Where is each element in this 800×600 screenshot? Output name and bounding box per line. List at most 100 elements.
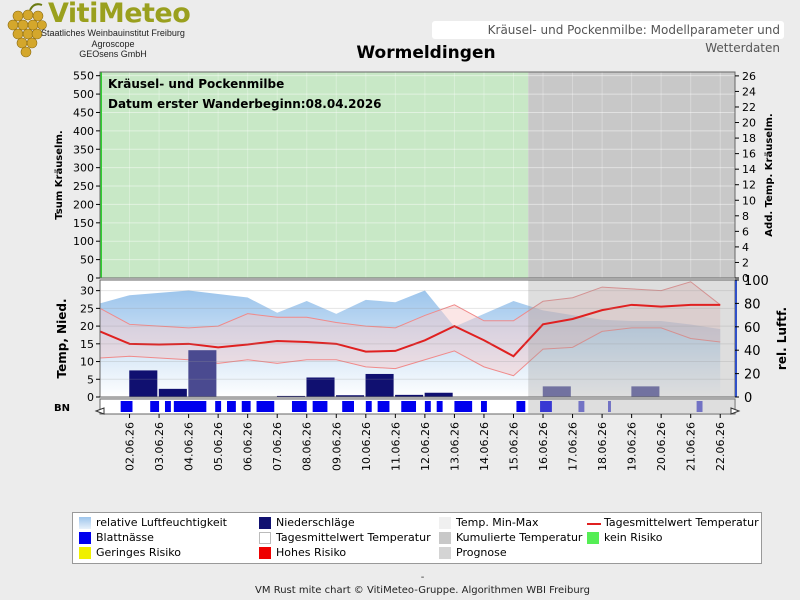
leaf-wetness-bar [424, 401, 431, 412]
middle-left-tick-label: 5 [87, 373, 94, 386]
top-left-tick-label: 200 [73, 198, 94, 211]
x-tick-label: 04.06.26 [183, 422, 196, 471]
legend-label: Blattnässe [96, 531, 154, 544]
legend-swatch [79, 532, 91, 544]
legend-label: Prognose [456, 546, 507, 559]
top-right-tick-label: 16 [742, 148, 756, 161]
legend: relative Luftfeuchtigkeit Niederschläge Te… [72, 512, 762, 564]
legend-swatch [587, 523, 601, 525]
legend-label: Niederschläge [276, 516, 355, 529]
leaf-wetness-bar [227, 401, 236, 412]
humidity-area [100, 290, 721, 397]
precipitation-bar [424, 392, 453, 397]
precipitation-bar [158, 388, 187, 397]
leaf-wetness-bar [436, 401, 443, 412]
top-ylabel-right: Add. Temp. Kräuselm. [764, 113, 775, 236]
legend-label: Geringes Risiko [96, 546, 182, 559]
x-tick-label: 16.06.26 [537, 422, 550, 471]
top-right-tick-label: 0 [742, 272, 749, 285]
top-right-tick-label: 22 [742, 101, 756, 114]
top-left-tick-label: 450 [73, 106, 94, 119]
grape-icon [7, 3, 47, 58]
top-right-tick-label: 10 [742, 194, 756, 207]
middle-left-tick-label: 0 [87, 391, 94, 404]
top-right-tick-label: 18 [742, 132, 756, 145]
footer-dash: - [420, 572, 425, 583]
leaf-wetness-bar [120, 401, 133, 412]
top-right-tick-label: 20 [742, 117, 756, 130]
x-tick-label: 19.06.26 [626, 422, 639, 471]
page-title: Wormeldingen [356, 43, 496, 63]
legend-swatch [439, 517, 451, 529]
middle-right-tick-label: 40 [744, 344, 761, 359]
footer-credit: VM Rust mite chart © VitiMeteo-Gruppe. A… [255, 585, 590, 596]
top-annotation-date: Datum erster Wanderbeginn:08.04.2026 [108, 97, 382, 111]
top-left-tick-label: 350 [73, 143, 94, 156]
precipitation-bar [336, 395, 365, 397]
precipitation-bar [542, 386, 571, 397]
legend-swatch [79, 547, 91, 559]
precipitation-bar [365, 373, 394, 397]
precipitation-bar [276, 395, 306, 397]
leaf-wetness-bar [173, 401, 207, 412]
legend-swatch [439, 547, 451, 559]
x-tick-label: 02.06.26 [124, 422, 137, 471]
middle-ylabel-right: rel. Luftf. [775, 307, 789, 370]
x-tick-label: 12.06.26 [419, 422, 432, 471]
leaf-wetness-bar [342, 401, 354, 412]
leaf-wetness-bar [241, 401, 251, 412]
middle-forecast-shade [528, 280, 735, 397]
middle-left-tick-label: 15 [80, 338, 94, 351]
top-left-tick-label: 0 [87, 272, 94, 285]
top-ylabel-left: Tsum Kräuselm. [54, 130, 65, 219]
legend-label: kein Risiko [604, 531, 663, 544]
chart-canvas: 0501001502002503003504004505005500246810… [54, 70, 789, 471]
precipitation-bar [188, 350, 217, 397]
logo-brand: VitiMeteo [48, 0, 191, 29]
precipitation-bar [631, 386, 660, 397]
middle-left-tick-label: 25 [80, 302, 94, 315]
leaf-wetness-bar [481, 401, 487, 412]
top-right-tick-label: 24 [742, 85, 756, 98]
middle-left-tick-label: 20 [80, 320, 94, 333]
x-tick-label: 10.06.26 [360, 422, 373, 471]
x-tick-label: 13.06.26 [448, 422, 461, 471]
bn-forecast-shade [528, 399, 735, 414]
middle-left-tick-label: 10 [80, 356, 94, 369]
leaf-wetness-bar [608, 401, 611, 412]
bn-label: BN [54, 403, 70, 414]
x-tick-label: 08.06.26 [301, 422, 314, 471]
legend-label: relative Luftfeuchtigkeit [96, 516, 227, 529]
leaf-wetness-bar [215, 401, 222, 412]
leaf-wetness-bar [578, 401, 585, 412]
leaf-wetness-bar [164, 401, 171, 412]
x-tick-label: 17.06.26 [567, 422, 580, 471]
status-period-0 [100, 72, 529, 278]
middle-right-tick-label: 20 [744, 368, 761, 383]
top-right-tick-label: 12 [742, 179, 756, 192]
x-tick-label: 05.06.26 [212, 422, 225, 471]
top-panel-border [99, 71, 736, 279]
precipitation-bar [306, 377, 335, 397]
leaf-wetness-bar [401, 401, 417, 412]
top-left-tick-label: 300 [73, 162, 94, 175]
middle-right-tick-label: 60 [744, 321, 761, 336]
top-left-tick-label: 100 [73, 235, 94, 248]
legend-label: Kumulierte Temperatur [456, 531, 583, 544]
legend-label: Temp. Min-Max [456, 516, 539, 529]
x-tick-label: 11.06.26 [389, 422, 402, 471]
precipitation-bar [129, 370, 158, 397]
leaf-wetness-bar [256, 401, 275, 412]
x-tick-label: 07.06.26 [271, 422, 284, 471]
legend-swatch [587, 532, 599, 544]
leaf-wetness-bar [377, 401, 390, 412]
leaf-wetness-bar [540, 401, 552, 412]
top-left-tick-label: 400 [73, 125, 94, 138]
top-right-tick-label: 2 [742, 256, 749, 269]
x-tick-label: 09.06.26 [330, 422, 343, 471]
x-tick-label: 14.06.26 [478, 422, 491, 471]
temp-mean-line [99, 303, 721, 358]
x-tick-label: 03.06.26 [153, 422, 166, 471]
legend-label: Hohes Risiko [276, 546, 347, 559]
legend-swatch [79, 517, 91, 529]
